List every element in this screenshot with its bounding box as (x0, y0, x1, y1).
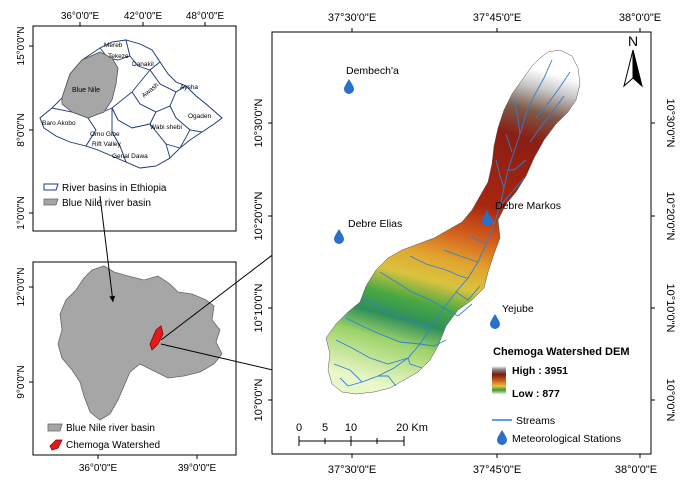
blue-nile-legend-label: Blue Nile river basin (62, 198, 151, 209)
basins-legend-swatch (43, 183, 59, 191)
station-icon (334, 229, 344, 244)
basin-label: Genal Dawa (112, 153, 148, 160)
scale-bar: 0 5 10 20 Km (296, 422, 428, 446)
station-icon (344, 79, 354, 94)
station-label: Yejube (502, 303, 534, 315)
scale-tick-label: 20 Km (396, 422, 428, 434)
inset-blue-nile-map: 12°0'0"N 9°0'0"N 36°0'0"E 39°0'0"E Blue … (16, 261, 237, 474)
basin-label: Omo Gibe (90, 131, 120, 138)
dem-color-ramp (492, 366, 506, 394)
main-lat-label: 10°30'0"N (253, 98, 265, 147)
basins-legend-label: River basins in Ethiopia (62, 183, 167, 194)
north-label: N (628, 33, 638, 49)
blue-nile-basin-shape (57, 265, 223, 421)
station-yejube: Yejube (490, 303, 534, 329)
scale-tick-label: 10 (345, 422, 357, 434)
basin-label: Aysha (180, 84, 198, 91)
blue-nile-region (61, 51, 119, 119)
main-lat-label: 10°20'0"N (253, 191, 265, 240)
inset-lon-label: 39°0'0"E (178, 463, 217, 474)
inset-lat-label: 15°0'0"N (16, 27, 27, 66)
main-lat-label: 10°10'0"N (253, 283, 265, 332)
streams-legend-label: Streams (516, 415, 555, 427)
station-label: Debre Elias (348, 218, 402, 230)
basin-label: Baro Akobo (42, 120, 76, 127)
main-lon-label: 37°30'0"E (328, 12, 376, 24)
basin-label: Rift Valley (92, 141, 122, 148)
station-icon (490, 314, 500, 329)
inset-lat-label: 1°0'0"N (16, 196, 27, 229)
stations-legend-label: Meteorological Stations (512, 433, 621, 445)
station-label: Debre Markos (495, 200, 561, 212)
inset-lat-label: 8°0'0"N (16, 113, 27, 146)
main-lon-label: 37°30'0"E (328, 464, 376, 476)
inset-lon-label: 36°0'0"E (61, 11, 100, 22)
main-lat-label: 10°30'0"N (664, 99, 676, 148)
station-icon (482, 211, 492, 226)
main-dem-map: 37°30'0"E 37°45'0"E 38°0'0"E 37°30'0"E 3… (253, 12, 676, 476)
blue-nile-legend-swatch (43, 198, 59, 206)
dem-legend: Chemoga Watershed DEM High : 3951 Low : … (492, 346, 630, 445)
blue-nile-legend-swatch (47, 423, 63, 432)
station-debre-markos: Debre Markos (482, 200, 561, 226)
station-debre-elias: Debre Elias (334, 218, 402, 244)
station-label: Dembech'a (346, 65, 399, 77)
basin-label: Ogaden (188, 113, 212, 120)
basin-label: Danakil (132, 61, 154, 68)
chemoga-watershed-dem (325, 49, 581, 395)
scale-tick-label: 5 (322, 422, 328, 434)
inset-lon-label: 42°0'0"E (124, 11, 163, 22)
main-lat-label: 10°20'0"N (664, 192, 676, 241)
watershed-legend-label: Chemoga Watershed (66, 440, 160, 451)
scale-tick-label: 0 (296, 422, 302, 434)
main-lon-label: 37°45'0"E (473, 12, 521, 24)
main-lon-label: 38°0'0"E (615, 464, 657, 476)
north-arrow: N (623, 33, 643, 88)
inset-lat-label: 9°0'0"N (16, 365, 27, 398)
watershed-legend-swatch (49, 439, 63, 451)
blue-nile-legend-label: Blue Nile river basin (66, 423, 155, 434)
stream-network (333, 59, 571, 387)
basin-label: Tekeze (108, 53, 129, 60)
station-dembecha: Dembech'a (344, 65, 399, 94)
main-lat-label: 10°0'0"N (253, 379, 265, 422)
main-lon-label: 37°45'0"E (473, 464, 521, 476)
basin-label: Wabi shebi (150, 124, 182, 131)
main-lat-label: 10°0'0"N (664, 379, 676, 422)
dem-low-label: Low : 877 (512, 388, 560, 400)
main-lon-label: 38°0'0"E (619, 12, 661, 24)
inset-lon-label: 36°0'0"E (79, 463, 118, 474)
dem-legend-title: Chemoga Watershed DEM (493, 346, 630, 358)
basin-label: Mereb (104, 42, 123, 49)
inset-ethiopia-map: 36°0'0"E 42°0'0"E 48°0'0"E 15°0'0"N 8°0'… (16, 11, 237, 232)
dem-high-label: High : 3951 (512, 365, 568, 377)
inset-lat-label: 12°0'0"N (16, 268, 27, 307)
station-legend-icon (497, 430, 507, 445)
basin-label: Blue Nile (72, 87, 100, 94)
main-lat-label: 10°10'0"N (664, 284, 676, 333)
chemoga-watershed-location (149, 325, 164, 351)
inset-lon-label: 48°0'0"E (186, 11, 225, 22)
river-basins-outline (39, 39, 223, 169)
